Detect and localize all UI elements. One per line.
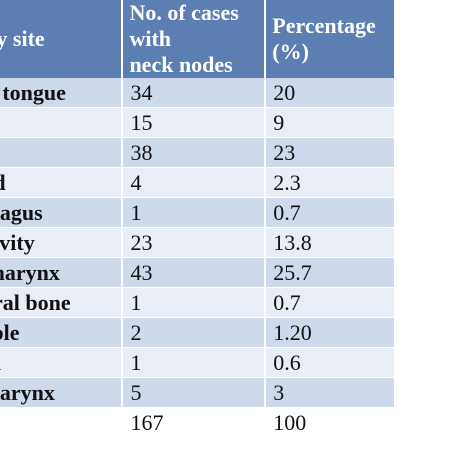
header-cases: No. of cases with neck nodes [122,0,267,78]
cell-cases: 38 [122,137,267,168]
cell-percentage: 100 [265,407,396,438]
cell-cases: 1 [122,287,267,318]
cell-cases: 2 [122,317,267,348]
cell-primary-site: Thyroid [0,167,124,198]
table-total-row: 167 100 [0,407,396,438]
table-row: Larynx3823 [0,137,396,168]
cell-percentage: 0.6 [265,347,396,378]
cell-primary-site: Temporal bone [0,287,124,318]
table-header-row: Primary site No. of cases with neck node… [0,0,396,78]
table-row: Nasopharynx53 [0,377,396,408]
header-primary-site: Primary site [0,0,124,78]
cell-cases: 43 [122,257,267,288]
cell-percentage: 25.7 [265,257,396,288]
cell-cases: 1 [122,347,267,378]
table-row: Tonsil159 [0,107,396,138]
data-table: Primary site No. of cases with neck node… [0,0,396,438]
cell-cases: 15 [122,107,267,138]
cell-percentage: 1.20 [265,317,396,348]
table-body: Base of tongue3420Tonsil159Larynx3823Thy… [0,78,396,438]
table-row: Thyroid42.3 [0,167,396,198]
cell-percentage: 0.7 [265,197,396,228]
cell-cases: 5 [122,377,267,408]
table-row: Maxilla10.6 [0,347,396,378]
cell-percentage: 3 [265,377,396,408]
cell-percentage: 20 [265,78,396,108]
cell-primary-site: Tonsil [0,107,124,138]
cell-primary-site: Hypopharynx [0,257,124,288]
cell-percentage: 0.7 [265,287,396,318]
header-percentage: Percentage (%) [265,0,396,78]
cell-primary-site [0,407,124,438]
cell-percentage: 2.3 [265,167,396,198]
cell-percentage: 13.8 [265,227,396,258]
cell-percentage: 9 [265,107,396,138]
cell-primary-site: Oesophagus [0,197,124,228]
cell-cases: 4 [122,167,267,198]
cell-percentage: 23 [265,137,396,168]
cell-cases: 34 [122,78,267,108]
header-cases-text: No. of cases with neck nodes [129,0,239,77]
cell-primary-site: Maxilla [0,347,124,378]
table-row: Oral cavity2313.8 [0,227,396,258]
cell-primary-site: Oral cavity [0,227,124,258]
table-row: Mandible21.20 [0,317,396,348]
cell-primary-site: Mandible [0,317,124,348]
table-row: Hypopharynx4325.7 [0,257,396,288]
table-row: Oesophagus10.7 [0,197,396,228]
cell-cases: 23 [122,227,267,258]
cell-cases: 167 [122,407,267,438]
cell-cases: 1 [122,197,267,228]
header-percentage-text: Percentage (%) [272,13,376,64]
cell-primary-site: Larynx [0,137,124,168]
cell-primary-site: Base of tongue [0,78,124,108]
cell-primary-site: Nasopharynx [0,377,124,408]
